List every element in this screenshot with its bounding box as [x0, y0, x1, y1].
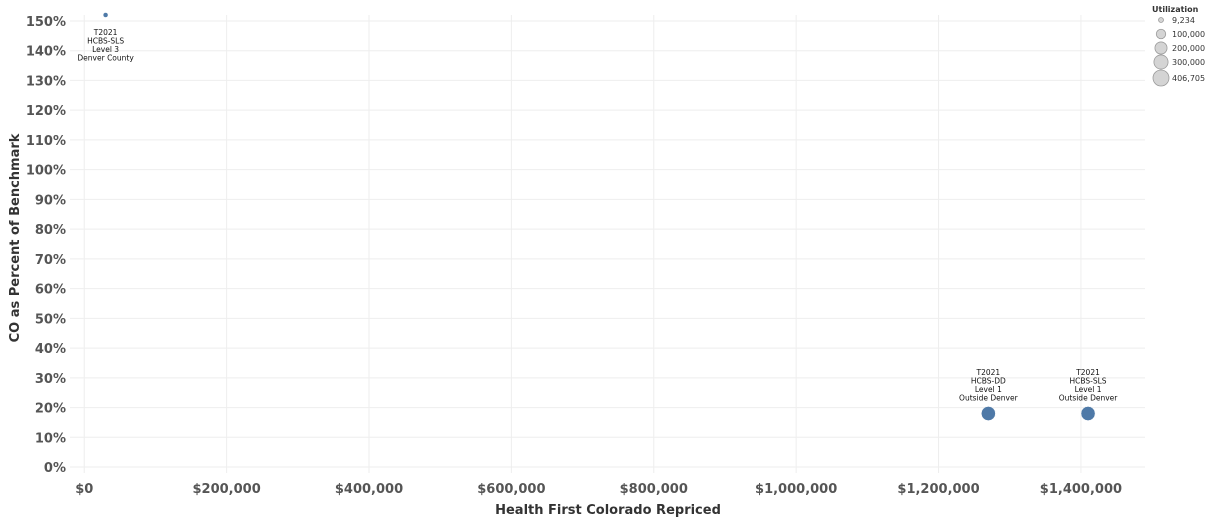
y-tick-label: 120% [26, 104, 66, 119]
y-tick-label: 130% [26, 74, 66, 89]
legend-size-marker [1155, 28, 1167, 40]
utilization-legend: Utilization 9,234 100,000 200,000 300,000 40… [1152, 5, 1205, 87]
y-tick-label: 0% [44, 461, 66, 476]
legend-size-marker [1152, 69, 1170, 87]
x-tick-label: $800,000 [620, 482, 688, 497]
point-label-line: Level 1 [975, 385, 1002, 394]
legend-title: Utilization [1152, 5, 1199, 14]
point-label-line: Outside Denver [959, 394, 1019, 403]
point-label-line: T2021 [1075, 368, 1100, 377]
y-tick-label: 90% [35, 193, 66, 208]
legend-entry: 9,234 [1158, 16, 1195, 25]
legend-entry: 200,000 [1154, 41, 1205, 55]
x-tick-label: $200,000 [192, 482, 260, 497]
y-tick-label: 30% [35, 372, 66, 387]
point-label-line: T2021 [976, 368, 1001, 377]
x-tick-label: $1,000,000 [755, 482, 837, 497]
point-label-line: HCBS-SLS [1070, 377, 1107, 386]
legend-entry: 100,000 [1155, 28, 1205, 40]
y-tick-label: 110% [26, 134, 66, 149]
y-tick-label: 20% [35, 402, 66, 417]
y-tick-label: 80% [35, 223, 66, 238]
point-marker [1080, 406, 1096, 421]
legend-label: 200,000 [1172, 44, 1205, 53]
y-tick-label: 10% [35, 431, 66, 446]
y-tick-label: 140% [26, 45, 66, 60]
grid-lines [70, 15, 1145, 473]
point-label-line: HCBS-SLS [87, 37, 124, 46]
legend-size-marker [1153, 54, 1169, 70]
y-axis-ticks: 0% 10% 20% 30% 40% 50% 60% 70% 80% 90% 100% 110% 120… [26, 15, 66, 476]
x-tick-label: $0 [75, 482, 93, 497]
point-label-line: HCBS-DD [971, 377, 1006, 386]
x-tick-label: $400,000 [335, 482, 403, 497]
point-label-line: Level 1 [1075, 385, 1102, 394]
x-tick-label: $600,000 [477, 482, 545, 497]
y-tick-label: 50% [35, 312, 66, 327]
y-tick-label: 150% [26, 15, 66, 30]
point-label-line: Level 3 [92, 45, 119, 54]
x-tick-label: $1,400,000 [1040, 482, 1122, 497]
point-label-line: Denver County [77, 54, 134, 63]
legend-size-marker [1158, 17, 1164, 23]
x-axis-title: Health First Colorado Repriced [495, 503, 721, 518]
point-label-line: T2021 [93, 28, 118, 37]
x-tick-label: $1,200,000 [897, 482, 979, 497]
legend-label: 100,000 [1172, 30, 1205, 39]
point-label-line: Outside Denver [1059, 394, 1119, 403]
legend-entry: 300,000 [1153, 54, 1205, 70]
y-tick-label: 40% [35, 342, 66, 357]
legend-label: 9,234 [1172, 16, 1195, 25]
legend-label: 406,705 [1172, 74, 1205, 83]
y-axis-title: CO as Percent of Benchmark [8, 133, 23, 342]
legend-label: 300,000 [1172, 58, 1205, 67]
y-tick-label: 60% [35, 283, 66, 298]
point-marker [981, 406, 996, 421]
y-tick-label: 100% [26, 164, 66, 179]
legend-entries: 9,234 100,000 200,000 300,000 406,705 [1152, 16, 1205, 87]
y-tick-label: 70% [35, 253, 66, 268]
point-marker [102, 12, 109, 18]
legend-size-marker [1154, 41, 1168, 55]
legend-entry: 406,705 [1152, 69, 1205, 87]
x-axis-ticks: $0 $200,000 $400,000 $600,000 $800,000 $1,000… [75, 482, 1122, 497]
